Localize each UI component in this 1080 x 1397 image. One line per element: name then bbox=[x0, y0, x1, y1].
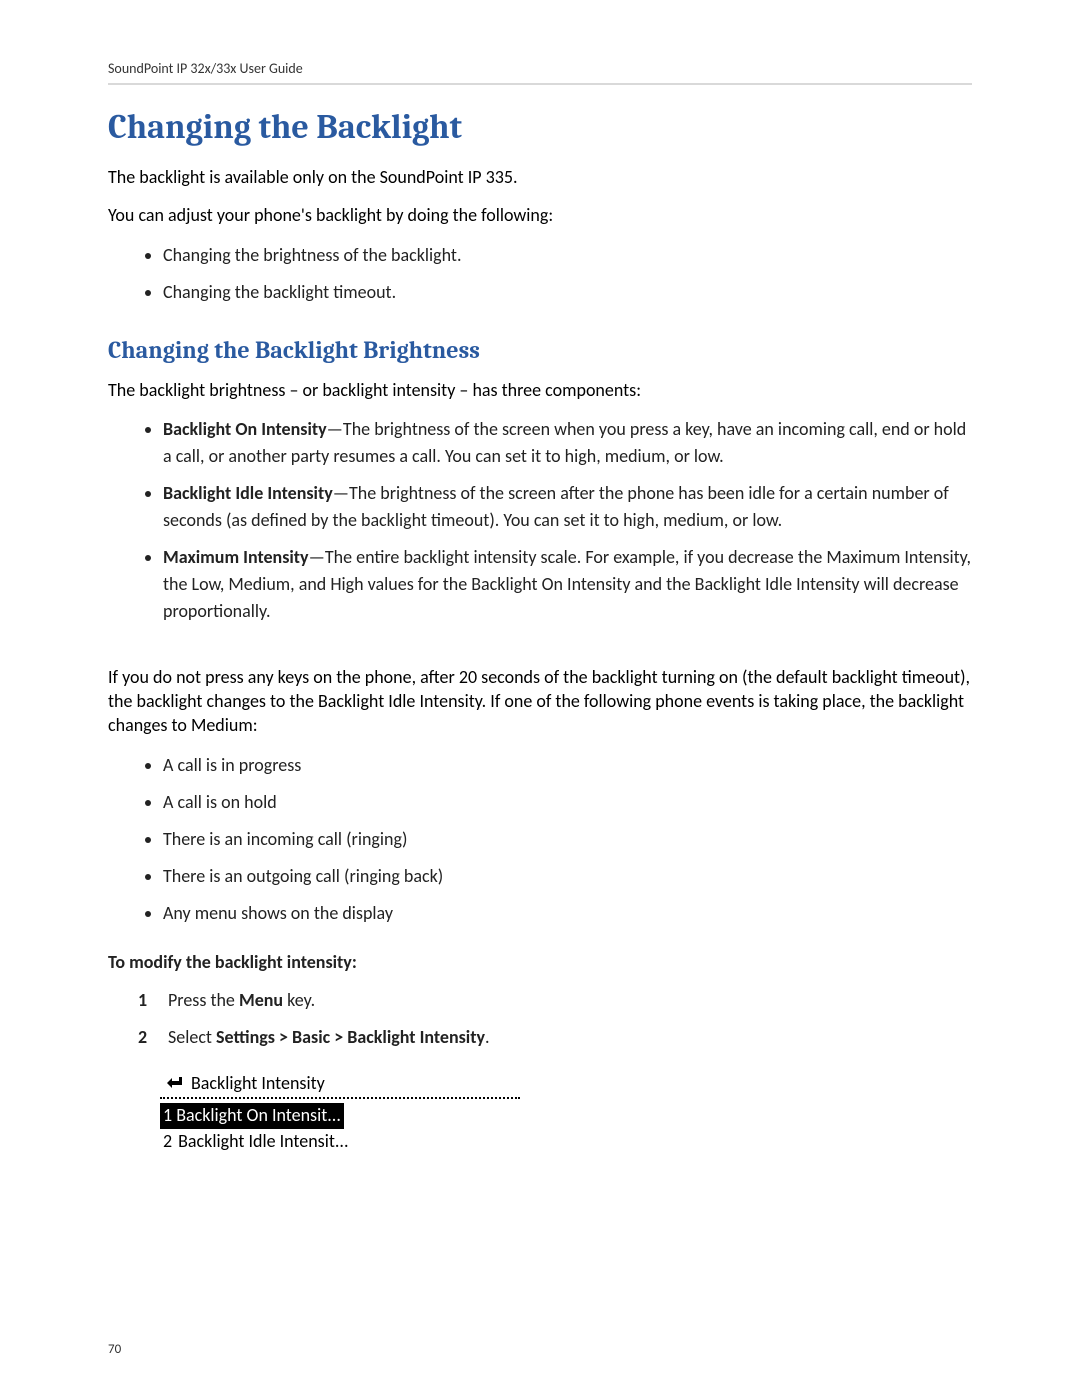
running-header: SoundPoint IP 32x/33x User Guide bbox=[108, 60, 972, 77]
lcd-row-index: 2 bbox=[163, 1130, 172, 1153]
components-lead: The backlight brightness – or backlight … bbox=[108, 378, 972, 402]
list-item: A call is in progress bbox=[163, 752, 972, 779]
step-text: Press the bbox=[168, 989, 239, 1011]
page: SoundPoint IP 32x/33x User Guide Changin… bbox=[0, 0, 1080, 1397]
term: Backlight Idle Intensity bbox=[163, 482, 333, 504]
events-list: A call is in progress A call is on hold … bbox=[108, 752, 972, 927]
step-bold: Menu bbox=[239, 989, 283, 1011]
lcd-row-selected: 1 Backlight On Intensit... bbox=[160, 1101, 520, 1128]
step: Select Settings > Basic > Backlight Inte… bbox=[138, 1024, 972, 1051]
lcd-row-label: Backlight On Intensit... bbox=[176, 1104, 341, 1127]
components-list: Backlight On Intensity—The brightness of… bbox=[108, 416, 972, 625]
step-bold: Settings > Basic > Backlight Intensity bbox=[216, 1026, 485, 1048]
procedure-steps: Press the Menu key. Select Settings > Ba… bbox=[108, 987, 972, 1051]
intro-paragraph-1: The backlight is available only on the S… bbox=[108, 165, 972, 189]
list-item: There is an incoming call (ringing) bbox=[163, 826, 972, 853]
term: Backlight On Intensity bbox=[163, 418, 327, 440]
step: Press the Menu key. bbox=[138, 987, 972, 1014]
list-item: Backlight On Intensity—The brightness of… bbox=[163, 416, 972, 470]
lcd-row-label: Backlight Idle Intensit... bbox=[178, 1130, 348, 1153]
list-item: Backlight Idle Intensity—The brightness … bbox=[163, 480, 972, 534]
lcd-title-text: Backlight Intensity bbox=[191, 1072, 325, 1095]
step-text: Select bbox=[168, 1026, 216, 1048]
list-item: Maximum Intensity—The entire backlight i… bbox=[163, 544, 972, 625]
step-text: . bbox=[485, 1026, 490, 1048]
procedure-heading: To modify the backlight intensity: bbox=[108, 951, 972, 973]
list-item: Changing the brightness of the backlight… bbox=[163, 242, 972, 269]
intro-bullets: Changing the brightness of the backlight… bbox=[108, 242, 972, 306]
list-item: Changing the backlight timeout. bbox=[163, 279, 972, 306]
header-rule bbox=[108, 83, 972, 85]
step-text: key. bbox=[283, 989, 315, 1011]
idle-paragraph: If you do not press any keys on the phon… bbox=[108, 665, 972, 738]
section-title: Changing the Backlight bbox=[108, 107, 972, 147]
intro-paragraph-2: You can adjust your phone's backlight by… bbox=[108, 203, 972, 227]
subsection-title: Changing the Backlight Brightness bbox=[108, 336, 972, 364]
return-arrow-icon bbox=[163, 1075, 183, 1091]
term: Maximum Intensity bbox=[163, 546, 309, 568]
list-item: There is an outgoing call (ringing back) bbox=[163, 863, 972, 890]
page-number: 70 bbox=[108, 1342, 121, 1357]
lcd-row: 2 Backlight Idle Intensit... bbox=[160, 1129, 520, 1154]
list-item: A call is on hold bbox=[163, 789, 972, 816]
lcd-row-index: 1 bbox=[163, 1104, 172, 1127]
lcd-screenshot: Backlight Intensity 1 Backlight On Inten… bbox=[160, 1071, 520, 1154]
list-item: Any menu shows on the display bbox=[163, 900, 972, 927]
lcd-title-row: Backlight Intensity bbox=[160, 1071, 520, 1099]
